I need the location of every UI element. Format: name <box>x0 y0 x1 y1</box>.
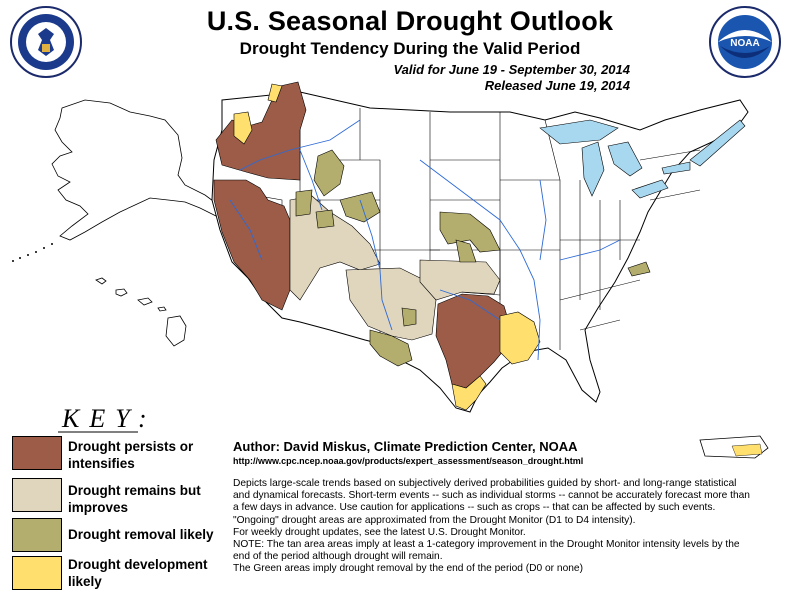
key-swatch-removal <box>12 518 62 552</box>
release-date: Released June 19, 2014 <box>484 78 630 93</box>
page-subtitle: Drought Tendency During the Valid Period <box>239 39 581 58</box>
commerce-seal-logo <box>10 6 82 78</box>
noaa-logo-text: NOAA <box>730 38 759 49</box>
key-label-persists: Drought persists or intensifies <box>68 439 194 471</box>
hawaii-islands <box>95 277 187 347</box>
author-line: Author: David Miskus, Climate Prediction… <box>233 439 578 454</box>
valid-period: Valid for June 19 - September 30, 2014 <box>393 62 630 77</box>
drought-removal-areas <box>295 149 651 367</box>
key-item-removal <box>12 518 62 552</box>
puerto-rico <box>699 435 769 459</box>
key-swatch-persists <box>12 436 62 470</box>
page-title: U.S. Seasonal Drought Outlook <box>206 6 614 36</box>
noaa-logo: NOAA <box>709 6 781 78</box>
key-label-improves: Drought remains but improves <box>68 483 201 515</box>
key-label-development: Drought development likely <box>68 557 208 589</box>
key-item-development <box>12 556 62 590</box>
key-item-improves <box>12 478 62 512</box>
great-lakes <box>539 119 746 199</box>
key-underline <box>58 431 138 433</box>
aleutian-islands <box>12 243 53 262</box>
key-swatch-development <box>12 556 62 590</box>
key-item-persists <box>12 436 62 470</box>
description-paragraph: Depicts large-scale trends based on subj… <box>233 478 750 526</box>
source-url[interactable]: http://www.cpc.ncep.noaa.gov/products/ex… <box>233 456 584 466</box>
alaska-outline <box>51 99 246 241</box>
drought-persists-areas <box>213 81 511 389</box>
description-paragraph: NOTE: The tan area areas imply at least … <box>233 539 740 563</box>
key-label-removal: Drought removal likely <box>68 527 214 542</box>
description-block: Depicts large-scale trends based on subj… <box>233 478 753 576</box>
drought-development-areas <box>233 83 541 411</box>
rivers <box>229 119 621 361</box>
description-paragraph: For weekly drought updates, see the late… <box>233 526 526 538</box>
key-title: KEY: <box>62 404 157 433</box>
description-paragraph: The Green areas imply drought removal by… <box>233 563 583 575</box>
key-swatch-improves <box>12 478 62 512</box>
